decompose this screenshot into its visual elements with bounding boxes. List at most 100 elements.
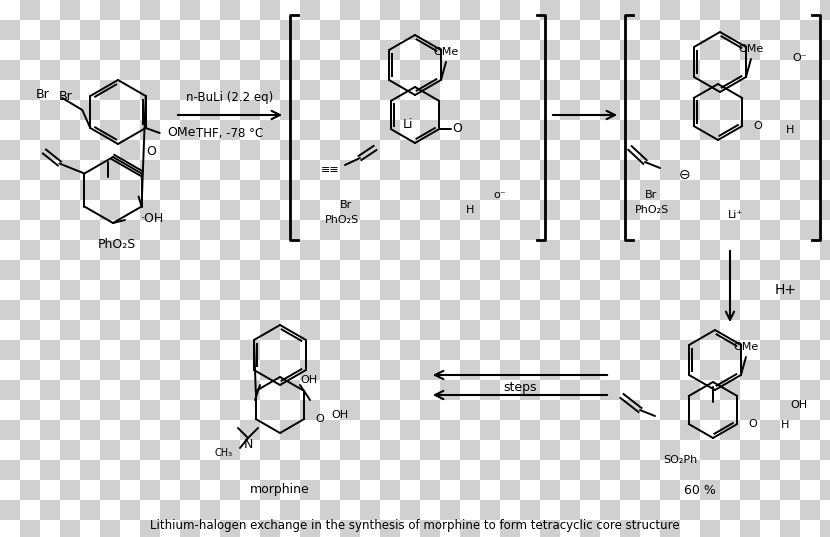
Bar [240, 0, 260, 20]
Bar [480, 440, 500, 460]
Bar [300, 40, 320, 60]
Bar [600, 220, 620, 240]
Bar [220, 420, 240, 440]
Bar [140, 400, 160, 420]
Bar [360, 280, 380, 300]
Bar [200, 180, 220, 200]
Bar [380, 380, 400, 400]
Bar [500, 300, 520, 320]
Bar [820, 360, 830, 380]
Bar [380, 500, 400, 520]
Bar [680, 320, 700, 340]
Bar [620, 460, 640, 480]
Bar [80, 40, 100, 60]
Bar [20, 500, 40, 520]
Bar [200, 200, 220, 220]
Bar [80, 320, 100, 340]
Bar [320, 420, 340, 440]
Bar [480, 100, 500, 120]
Bar [20, 460, 40, 480]
Bar [420, 480, 440, 500]
Text: OH: OH [331, 410, 349, 420]
Bar [400, 240, 420, 260]
Bar [20, 280, 40, 300]
Bar [80, 400, 100, 420]
Bar [420, 320, 440, 340]
Bar [640, 340, 660, 360]
Bar [460, 0, 480, 20]
Bar [680, 380, 700, 400]
Bar [660, 460, 680, 480]
Bar [720, 520, 740, 537]
Bar [500, 400, 520, 420]
Bar [440, 300, 460, 320]
Bar [620, 500, 640, 520]
Bar [700, 140, 720, 160]
Bar [480, 140, 500, 160]
Bar [40, 320, 60, 340]
Bar [540, 180, 560, 200]
Bar [380, 40, 400, 60]
Bar [360, 480, 380, 500]
Bar [360, 460, 380, 480]
Bar [480, 60, 500, 80]
Bar [200, 220, 220, 240]
Bar [180, 420, 200, 440]
Bar [240, 500, 260, 520]
Bar [60, 320, 80, 340]
Bar [20, 340, 40, 360]
Bar [0, 280, 20, 300]
Bar [160, 360, 180, 380]
Bar [740, 440, 760, 460]
Bar [720, 240, 740, 260]
Bar [740, 180, 760, 200]
Bar [700, 280, 720, 300]
Bar [340, 240, 360, 260]
Bar [440, 380, 460, 400]
Bar [820, 0, 830, 20]
Bar [500, 500, 520, 520]
Bar [440, 240, 460, 260]
Bar [100, 220, 120, 240]
Bar [140, 360, 160, 380]
Bar [320, 200, 340, 220]
Bar [700, 520, 720, 537]
Bar [440, 440, 460, 460]
Bar [280, 40, 300, 60]
Bar [360, 440, 380, 460]
Bar [460, 160, 480, 180]
Bar [280, 380, 300, 400]
Bar [220, 100, 240, 120]
Bar [160, 240, 180, 260]
Bar [220, 400, 240, 420]
Bar [440, 260, 460, 280]
Bar [540, 240, 560, 260]
Bar [320, 80, 340, 100]
Bar [340, 320, 360, 340]
Bar [160, 160, 180, 180]
Bar [300, 220, 320, 240]
Bar [460, 220, 480, 240]
Bar [340, 380, 360, 400]
Bar [200, 140, 220, 160]
Bar [640, 280, 660, 300]
Bar [480, 280, 500, 300]
Bar [100, 200, 120, 220]
Text: ≡≡: ≡≡ [320, 165, 339, 175]
Bar [460, 60, 480, 80]
Bar [440, 20, 460, 40]
Bar [0, 140, 20, 160]
Bar [400, 460, 420, 480]
Bar [20, 320, 40, 340]
Bar [220, 460, 240, 480]
Bar [780, 400, 800, 420]
Bar [0, 380, 20, 400]
Bar [240, 120, 260, 140]
Bar [720, 40, 740, 60]
Text: O: O [452, 122, 462, 135]
Bar [560, 280, 580, 300]
Bar [480, 160, 500, 180]
Text: OH: OH [790, 400, 807, 410]
Bar [520, 100, 540, 120]
Bar [520, 440, 540, 460]
